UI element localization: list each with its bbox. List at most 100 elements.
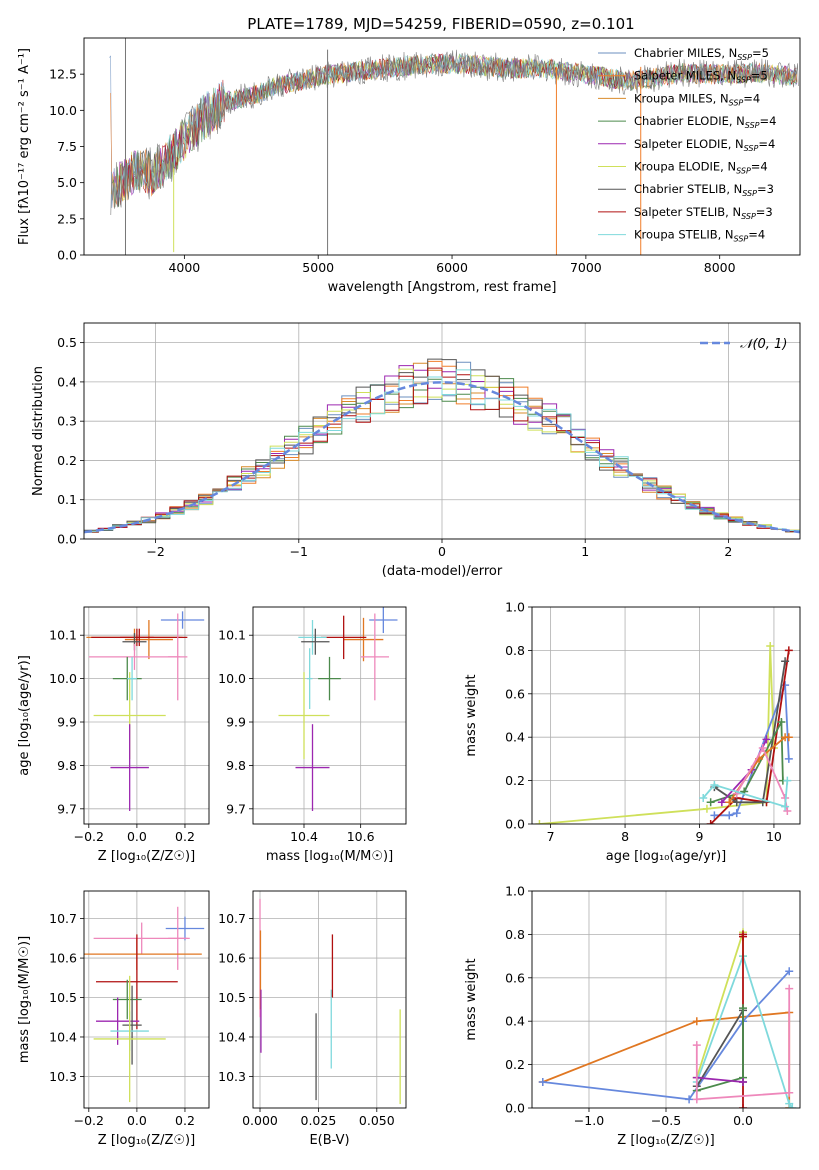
figure-title: PLATE=1789, MJD=54259, FIBERID=0590, z=0…	[247, 15, 634, 33]
y-tick-label: 12.5	[49, 67, 77, 82]
y-tick-label: 9.7	[226, 801, 246, 816]
observed-spectrum-line	[110, 49, 799, 216]
x-tick-label: −1	[290, 544, 308, 559]
y-tick-label: 0.6	[505, 970, 525, 985]
y-tick-label: 10.7	[49, 911, 77, 926]
y-tick-label: 0.4	[505, 1014, 525, 1029]
panel-age_vs_Z: −0.2 0.0 0.2 9.7 9.8 9.9 10.0 10.1 Z [log₁₀(Z/Z☉…	[17, 606, 210, 864]
legend-entry: Chabrier MILES, NSSP=5	[634, 46, 769, 62]
axes-frame	[83, 37, 801, 256]
weight-point-marker	[785, 1088, 794, 1097]
panel-residuals: −2 −1 0 1 2 0.0 0.1 0.2 0.3 0.4 0.5 (data-model)/er…	[31, 322, 801, 579]
x-tick-label: 6000	[436, 260, 468, 275]
weight-series-line	[696, 1007, 744, 1087]
y-tick-label: 10.1	[49, 628, 77, 643]
panel-weight_vs_age: 7 8 9 10 0.0 0.2 0.4 0.6 0.8 1.0 age [log₁₀(age/yr…	[464, 600, 801, 864]
weight-series-line	[710, 650, 790, 824]
weight-point-marker	[739, 1004, 748, 1013]
panel-spectrum: 4000 5000 6000 7000 8000 0.0 2.5 5.0 7.5 10.0 12.5…	[17, 37, 801, 295]
x-tick-label: 0.025	[301, 1113, 337, 1128]
x-axis-label: (data-model)/error	[382, 564, 503, 579]
x-tick-label: 8000	[704, 260, 736, 275]
plot-area	[253, 891, 406, 1108]
x-tick-label: 0.0	[127, 1113, 147, 1128]
y-axis-label: mass weight	[464, 674, 479, 756]
weight-point-marker	[781, 802, 790, 811]
y-tick-label: 0.8	[505, 927, 525, 942]
panel-age_vs_mass: 10.4 10.6 9.7 9.8 9.9 10.0 10.1 mass [log₁₀(M/M…	[218, 606, 407, 864]
normal-curve	[84, 381, 800, 534]
panel-weight_vs_Z: −1.0 −0.5 0.0 0.0 0.2 0.4 0.6 0.8 1.0 Z [log₁₀(Z/…	[464, 884, 801, 1148]
x-tick-label: 1	[581, 544, 589, 559]
weight-point-marker	[739, 1104, 748, 1108]
x-axis-label: E(B-V)	[309, 1133, 349, 1148]
weight-point-marker	[758, 744, 767, 753]
weight-series-line	[695, 953, 794, 1108]
x-tick-label: 7	[547, 829, 555, 844]
y-axis-label: mass [log₁₀(M/M☉)]	[17, 936, 32, 1063]
legend-entry: Salpeter MILES, NSSP=5	[634, 69, 768, 85]
plot-area	[532, 607, 800, 824]
axes-frame	[83, 322, 801, 540]
axes-frame	[252, 606, 407, 825]
y-tick-label: 0.1	[57, 492, 77, 507]
weight-point-marker	[762, 735, 771, 744]
x-axis-label: Z [log₁₀(Z/Z☉)]	[98, 849, 195, 864]
x-tick-label: 0.0	[127, 829, 147, 844]
y-tick-label: 1.0	[505, 600, 525, 615]
y-tick-label: 10.6	[218, 951, 246, 966]
plot-area	[532, 891, 800, 1108]
weight-point-marker	[685, 1095, 694, 1104]
weight-point-marker	[785, 984, 794, 993]
x-tick-label: 4000	[168, 260, 200, 275]
y-tick-label: 5.0	[57, 175, 77, 190]
y-tick-label: 0.8	[505, 643, 525, 658]
y-axis-label: Flux [fλ10⁻¹⁷ erg cm⁻² s⁻¹ A⁻¹]	[17, 48, 32, 245]
y-tick-label: 10.0	[49, 671, 77, 686]
x-tick-label: 0.0	[733, 1113, 753, 1128]
weight-point-marker	[784, 754, 793, 763]
weight-point-marker	[538, 1077, 547, 1086]
y-tick-label: 0.0	[57, 248, 77, 263]
weight-point-marker	[725, 798, 734, 807]
y-tick-label: 10.5	[49, 990, 77, 1005]
weight-point-marker	[732, 798, 741, 807]
x-axis-label: age [log₁₀(age/yr)]	[606, 849, 727, 864]
y-axis-label: age [log₁₀(age/yr)]	[17, 655, 32, 776]
y-tick-label: 9.9	[57, 715, 77, 730]
weight-point-marker	[781, 681, 790, 690]
weight-point-marker	[535, 820, 544, 824]
y-tick-label: 0.3	[57, 414, 77, 429]
legend-entry: Kroupa ELODIE, NSSP=4	[634, 160, 768, 176]
histogram-series	[84, 369, 800, 532]
spectrum-line	[117, 53, 798, 198]
y-tick-label: 10.6	[49, 951, 77, 966]
legend-entry: Chabrier ELODIE, NSSP=4	[634, 114, 776, 130]
x-tick-label: 7000	[570, 260, 602, 275]
weight-point-marker	[725, 811, 734, 820]
panel-mass_vs_Z: −0.2 0.0 0.2 10.3 10.4 10.5 10.6 10.7 Z [log₁₀(Z…	[17, 890, 210, 1148]
y-tick-label: 9.8	[226, 758, 246, 773]
y-tick-label: 10.5	[218, 990, 246, 1005]
weight-point-marker	[785, 967, 794, 976]
y-tick-label: 0.2	[505, 1057, 525, 1072]
weight-point-marker	[785, 1099, 794, 1108]
y-axis-label: Normed distribution	[31, 366, 46, 496]
x-axis-label: wavelength [Angstrom, rest frame]	[328, 280, 557, 295]
y-tick-label: 0.2	[505, 773, 525, 788]
y-tick-label: 10.3	[49, 1069, 77, 1084]
weight-point-marker	[706, 820, 715, 824]
x-tick-label: 0.050	[359, 1113, 395, 1128]
weight-point-marker	[717, 798, 726, 807]
axes-frame	[83, 606, 210, 825]
weight-point-marker	[692, 1041, 701, 1050]
legend-entry: Chabrier STELIB, NSSP=3	[634, 182, 774, 198]
y-tick-label: 0.0	[57, 532, 77, 547]
weight-series-line	[696, 1076, 744, 1083]
y-tick-label: 0.0	[505, 817, 525, 832]
y-tick-label: 10.0	[49, 103, 77, 118]
weight-point-marker	[777, 718, 786, 727]
y-axis-label: mass weight	[464, 958, 479, 1040]
y-tick-label: 0.0	[505, 1101, 525, 1116]
